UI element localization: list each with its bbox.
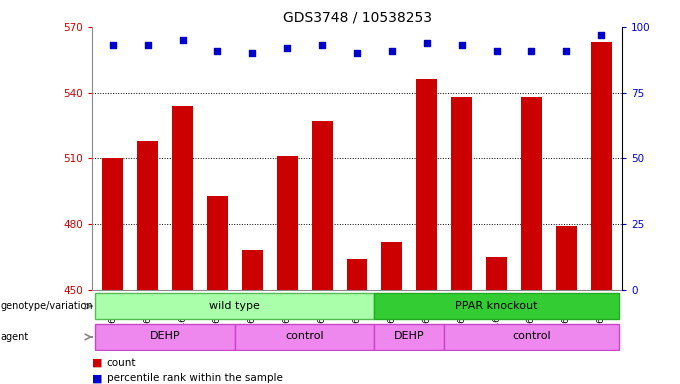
Point xyxy=(491,48,502,54)
Bar xyxy=(375,293,619,319)
Point xyxy=(386,48,397,54)
Bar xyxy=(235,324,375,350)
Bar xyxy=(95,324,235,350)
Point xyxy=(561,48,572,54)
Point xyxy=(142,42,153,48)
Point xyxy=(212,48,223,54)
Bar xyxy=(486,257,507,290)
Text: control: control xyxy=(286,331,324,341)
Point xyxy=(317,42,328,48)
Bar xyxy=(416,79,437,290)
Bar xyxy=(95,293,375,319)
Text: DEHP: DEHP xyxy=(150,331,180,341)
Text: DEHP: DEHP xyxy=(394,331,424,341)
Text: agent: agent xyxy=(1,332,29,342)
Bar xyxy=(375,324,444,350)
Bar xyxy=(347,259,367,290)
Bar xyxy=(102,158,123,290)
Point xyxy=(177,37,188,43)
Title: GDS3748 / 10538253: GDS3748 / 10538253 xyxy=(282,10,432,24)
Bar xyxy=(207,196,228,290)
Bar xyxy=(556,226,577,290)
Bar xyxy=(242,250,262,290)
Bar xyxy=(311,121,333,290)
Text: wild type: wild type xyxy=(209,301,260,311)
Text: ■: ■ xyxy=(92,373,106,383)
Point xyxy=(352,50,362,56)
Text: count: count xyxy=(107,358,136,368)
Point xyxy=(456,42,467,48)
Text: control: control xyxy=(512,331,551,341)
Bar xyxy=(277,156,298,290)
Point xyxy=(247,50,258,56)
Bar xyxy=(444,324,619,350)
Bar xyxy=(381,242,403,290)
Point xyxy=(526,48,537,54)
Point xyxy=(596,32,607,38)
Bar xyxy=(521,97,542,290)
Text: ■: ■ xyxy=(92,358,106,368)
Text: PPAR knockout: PPAR knockout xyxy=(456,301,538,311)
Point xyxy=(107,42,118,48)
Bar xyxy=(452,97,472,290)
Bar xyxy=(172,106,193,290)
Bar xyxy=(591,42,612,290)
Text: percentile rank within the sample: percentile rank within the sample xyxy=(107,373,283,383)
Text: genotype/variation: genotype/variation xyxy=(1,301,93,311)
Point xyxy=(422,40,432,46)
Point xyxy=(282,45,292,51)
Bar xyxy=(137,141,158,290)
